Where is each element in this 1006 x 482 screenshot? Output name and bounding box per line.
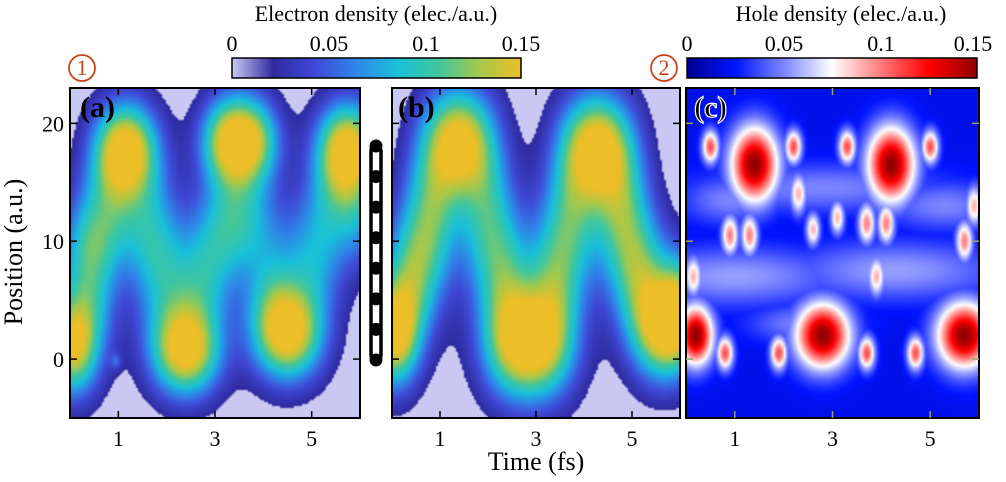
badge-2-label: 2 — [659, 55, 670, 80]
electron-colorbar-tick-1: 0.05 — [310, 31, 349, 56]
atom-7 — [369, 322, 383, 336]
hole-colorbar-band — [686, 57, 978, 79]
badge-1-label: 1 — [77, 55, 88, 80]
x-tick-label-c-2: 5 — [925, 426, 936, 451]
y-axis-label: Position (a.u.) — [0, 179, 28, 326]
electron-colorbar-tick-2: 0.1 — [412, 31, 440, 56]
y-tick-label-2: 20 — [42, 111, 64, 136]
x-tick-label-a-0: 1 — [113, 426, 124, 451]
electron-colorbar: Electron density (elec./a.u.) 0 0.05 0.1… — [227, 1, 541, 79]
atom-8 — [369, 353, 383, 367]
hole-colorbar-tick-1: 0.05 — [765, 31, 804, 56]
hole-colorbar: Hole density (elec./a.u.) 0 0.05 0.1 0.1… — [682, 1, 993, 79]
badge-2: 2 — [650, 54, 678, 82]
badge-2-circle — [650, 54, 678, 82]
y-tick-label-0: 0 — [53, 347, 64, 372]
electron-colorbar-band — [231, 57, 522, 79]
heatmap-panel-c — [686, 88, 979, 418]
heatmap-panel-a — [70, 88, 360, 418]
hole-colorbar-tick-2: 0.1 — [867, 31, 895, 56]
electron-colorbar-title: Electron density (elec./a.u.) — [255, 1, 498, 26]
atom-1 — [369, 139, 383, 153]
badge-1-circle — [68, 54, 96, 82]
heatmap-panel-b — [392, 88, 680, 418]
electron-colorbar-tick-0: 0 — [227, 31, 238, 56]
hole-colorbar-tick-3: 0.15 — [954, 31, 993, 56]
atom-6 — [369, 292, 383, 306]
x-tick-label-b-1: 3 — [531, 426, 542, 451]
x-tick-label-a-2: 5 — [306, 426, 317, 451]
x-tick-label-c-1: 3 — [827, 426, 838, 451]
atom-5 — [369, 261, 383, 275]
y-tick-label-1: 10 — [42, 229, 64, 254]
hole-colorbar-title: Hole density (elec./a.u.) — [736, 1, 947, 26]
badge-1: 1 — [68, 54, 96, 82]
x-tick-label-b-2: 5 — [627, 426, 638, 451]
atom-2 — [369, 170, 383, 184]
x-tick-label-b-0: 1 — [435, 426, 446, 451]
x-tick-label-c-0: 1 — [729, 426, 740, 451]
x-tick-label-a-1: 3 — [210, 426, 221, 451]
panel-a-label: (a) — [80, 91, 115, 124]
atom-4 — [369, 231, 383, 245]
panel-b-label: (b) — [398, 91, 435, 124]
x-axis-label: Time (fs) — [488, 447, 585, 476]
electron-colorbar-tick-3: 0.15 — [502, 31, 541, 56]
atom-3 — [369, 200, 383, 214]
panel-c-label: (c) — [694, 91, 727, 124]
axis-ticks: 1 3 5 0 10 20 1 3 5 1 3 5 — [42, 88, 979, 451]
atom-chain — [369, 139, 383, 367]
hole-colorbar-tick-0: 0 — [682, 31, 693, 56]
